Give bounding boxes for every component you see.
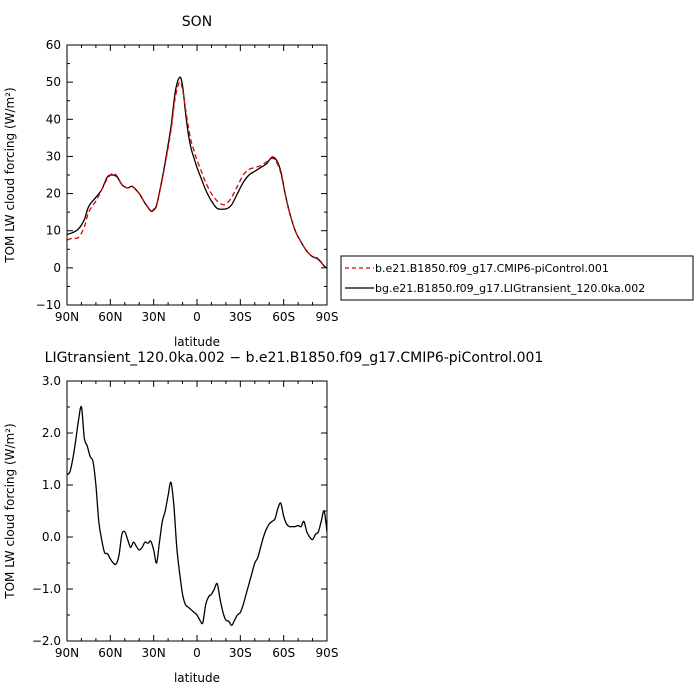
legend-box xyxy=(340,255,694,301)
c1-ytick-label-5: 3.0 xyxy=(42,374,61,388)
bottom-chart: LIGtransient_120.0ka.002 − b.e21.B1850.f… xyxy=(3,350,543,685)
top-chart-frame xyxy=(66,44,328,306)
c0-ytick-label-5: 40 xyxy=(46,112,61,126)
c0-ytick-label-6: 50 xyxy=(46,75,61,89)
top-chart-series xyxy=(66,76,328,269)
c0-xtick-label-5: 60S xyxy=(272,310,295,324)
c0-ytick-label-4: 30 xyxy=(46,149,61,163)
bottom-chart-xlabel: latitude xyxy=(174,671,220,685)
c0-xtick-label-4: 30S xyxy=(229,310,252,324)
c1-ytick-label-3: 1.0 xyxy=(42,478,61,492)
c0-xtick-label-1: 60N xyxy=(98,310,122,324)
c0-ytick-label-0: −10 xyxy=(36,298,61,312)
c0-xtick-label-6: 90S xyxy=(316,310,339,324)
legend-label-1: bg.e21.B1850.f09_g17.LIGtransient_120.0k… xyxy=(375,282,645,295)
top-chart-title: SON xyxy=(182,14,212,30)
top-chart-ylabel: TOM LW cloud forcing (W/m²) xyxy=(3,87,17,264)
bottom-chart-frame xyxy=(66,380,328,642)
c0-xtick-label-2: 30N xyxy=(142,310,166,324)
bottom-chart-title: LIGtransient_120.0ka.002 − b.e21.B1850.f… xyxy=(45,350,544,366)
c0-xtick-label-3: 0 xyxy=(193,310,201,324)
legend: b.e21.B1850.f09_g17.CMIP6-piControl.001 … xyxy=(340,255,694,301)
bottom-chart-ylabel: TOM LW cloud forcing (W/m²) xyxy=(3,423,17,600)
bottom-chart-ticks: 90N 60N 30N 0 30S 60S 90S −2.0 −1.0 0.0 1.0 2.0 3.0 xyxy=(32,374,339,660)
c0-ytick-label-1: 0 xyxy=(53,261,61,275)
c0-ytick-label-7: 60 xyxy=(46,38,61,52)
c1-xtick-label-3: 0 xyxy=(193,646,201,660)
top-chart-xlabel: latitude xyxy=(174,335,220,349)
c1-series-line-0 xyxy=(66,405,328,627)
c1-ytick-label-2: 0.0 xyxy=(42,530,61,544)
top-chart-ticks: 90N 60N 30N 0 30S 60S 90S −10 0 10 20 30 40 50 60 xyxy=(36,38,339,324)
c0-series-line-1 xyxy=(66,76,328,269)
c1-xtick-label-6: 90S xyxy=(316,646,339,660)
c0-ytick-label-2: 10 xyxy=(46,224,61,238)
c1-xtick-label-0: 90N xyxy=(55,646,79,660)
c0-ytick-label-3: 20 xyxy=(46,187,61,201)
c1-ytick-label-1: −1.0 xyxy=(32,582,61,596)
top-chart: SON 90N 60N 30N 0 30S 60S 90S−100102030405060 … xyxy=(3,14,338,349)
c1-ytick-label-4: 2.0 xyxy=(42,426,61,440)
c1-xtick-label-1: 60N xyxy=(98,646,122,660)
c1-ytick-label-0: −2.0 xyxy=(32,634,61,648)
c1-xtick-label-4: 30S xyxy=(229,646,252,660)
bottom-chart-series xyxy=(66,405,328,627)
c1-xtick-label-5: 60S xyxy=(272,646,295,660)
c1-xtick-label-2: 30N xyxy=(142,646,166,660)
c0-xtick-label-0: 90N xyxy=(55,310,79,324)
legend-label-0: b.e21.B1850.f09_g17.CMIP6-piControl.001 xyxy=(375,262,609,275)
c0-series-line-0 xyxy=(66,81,328,269)
